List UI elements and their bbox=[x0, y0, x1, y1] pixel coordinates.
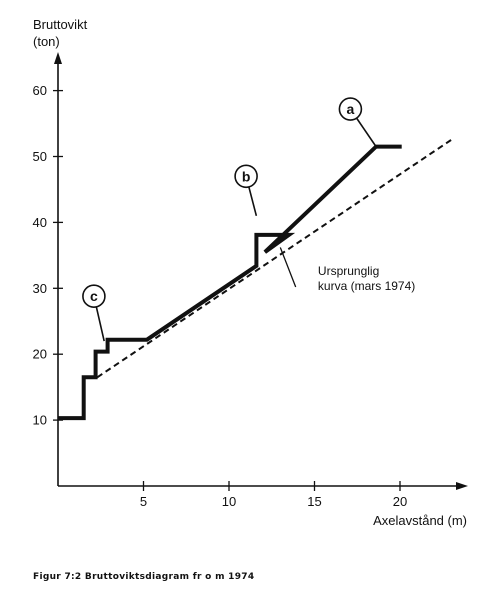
y-axis-label-line-2: (ton) bbox=[33, 34, 60, 49]
y-tick-label-10: 10 bbox=[33, 413, 47, 428]
annotation-label-b: b bbox=[242, 168, 251, 184]
figure-caption: Figur 7:2 Bruttoviktsdiagram fr o m 1974 bbox=[33, 572, 255, 582]
y-tick-label-40: 40 bbox=[33, 215, 47, 230]
tick-group: 5 10 15 20 10 20 30 40 50 60 bbox=[33, 83, 408, 509]
annotation-circle-a bbox=[338, 97, 363, 121]
series-group bbox=[58, 137, 454, 421]
y-tick-label-60: 60 bbox=[33, 83, 47, 98]
callout-text-line-2: kurva (mars 1974) bbox=[318, 279, 415, 293]
y-axis-arrow-icon bbox=[54, 52, 62, 64]
y-tick-label-20: 20 bbox=[33, 347, 47, 362]
annotation-circle-c bbox=[82, 284, 106, 309]
y-tick-label-30: 30 bbox=[33, 281, 47, 296]
x-axis-label: Axelavstånd (m) bbox=[373, 513, 467, 528]
callout-leader-line bbox=[279, 247, 297, 288]
x-tick-label-10: 10 bbox=[222, 494, 236, 509]
y-axis-label-line-1: Bruttovikt bbox=[33, 17, 88, 32]
annotation-leader-c bbox=[95, 306, 105, 342]
x-tick-label-5: 5 bbox=[140, 494, 147, 509]
annotation-label-a: a bbox=[347, 101, 355, 117]
annotation-leader-a bbox=[355, 117, 377, 148]
x-tick-label-20: 20 bbox=[393, 494, 407, 509]
annotation-leader-b bbox=[248, 186, 258, 217]
x-tick-label-15: 15 bbox=[307, 494, 321, 509]
original-curve-dashed-line bbox=[96, 137, 454, 379]
x-axis-arrow-icon bbox=[456, 482, 468, 490]
annotation-circle-b bbox=[234, 164, 258, 189]
callout-text-line-1: Ursprunglig bbox=[318, 264, 379, 278]
chart-axes bbox=[54, 52, 468, 490]
annotation-label-c: c bbox=[90, 288, 98, 304]
y-tick-label-50: 50 bbox=[33, 149, 47, 164]
gross-weight-step-line bbox=[58, 144, 402, 421]
